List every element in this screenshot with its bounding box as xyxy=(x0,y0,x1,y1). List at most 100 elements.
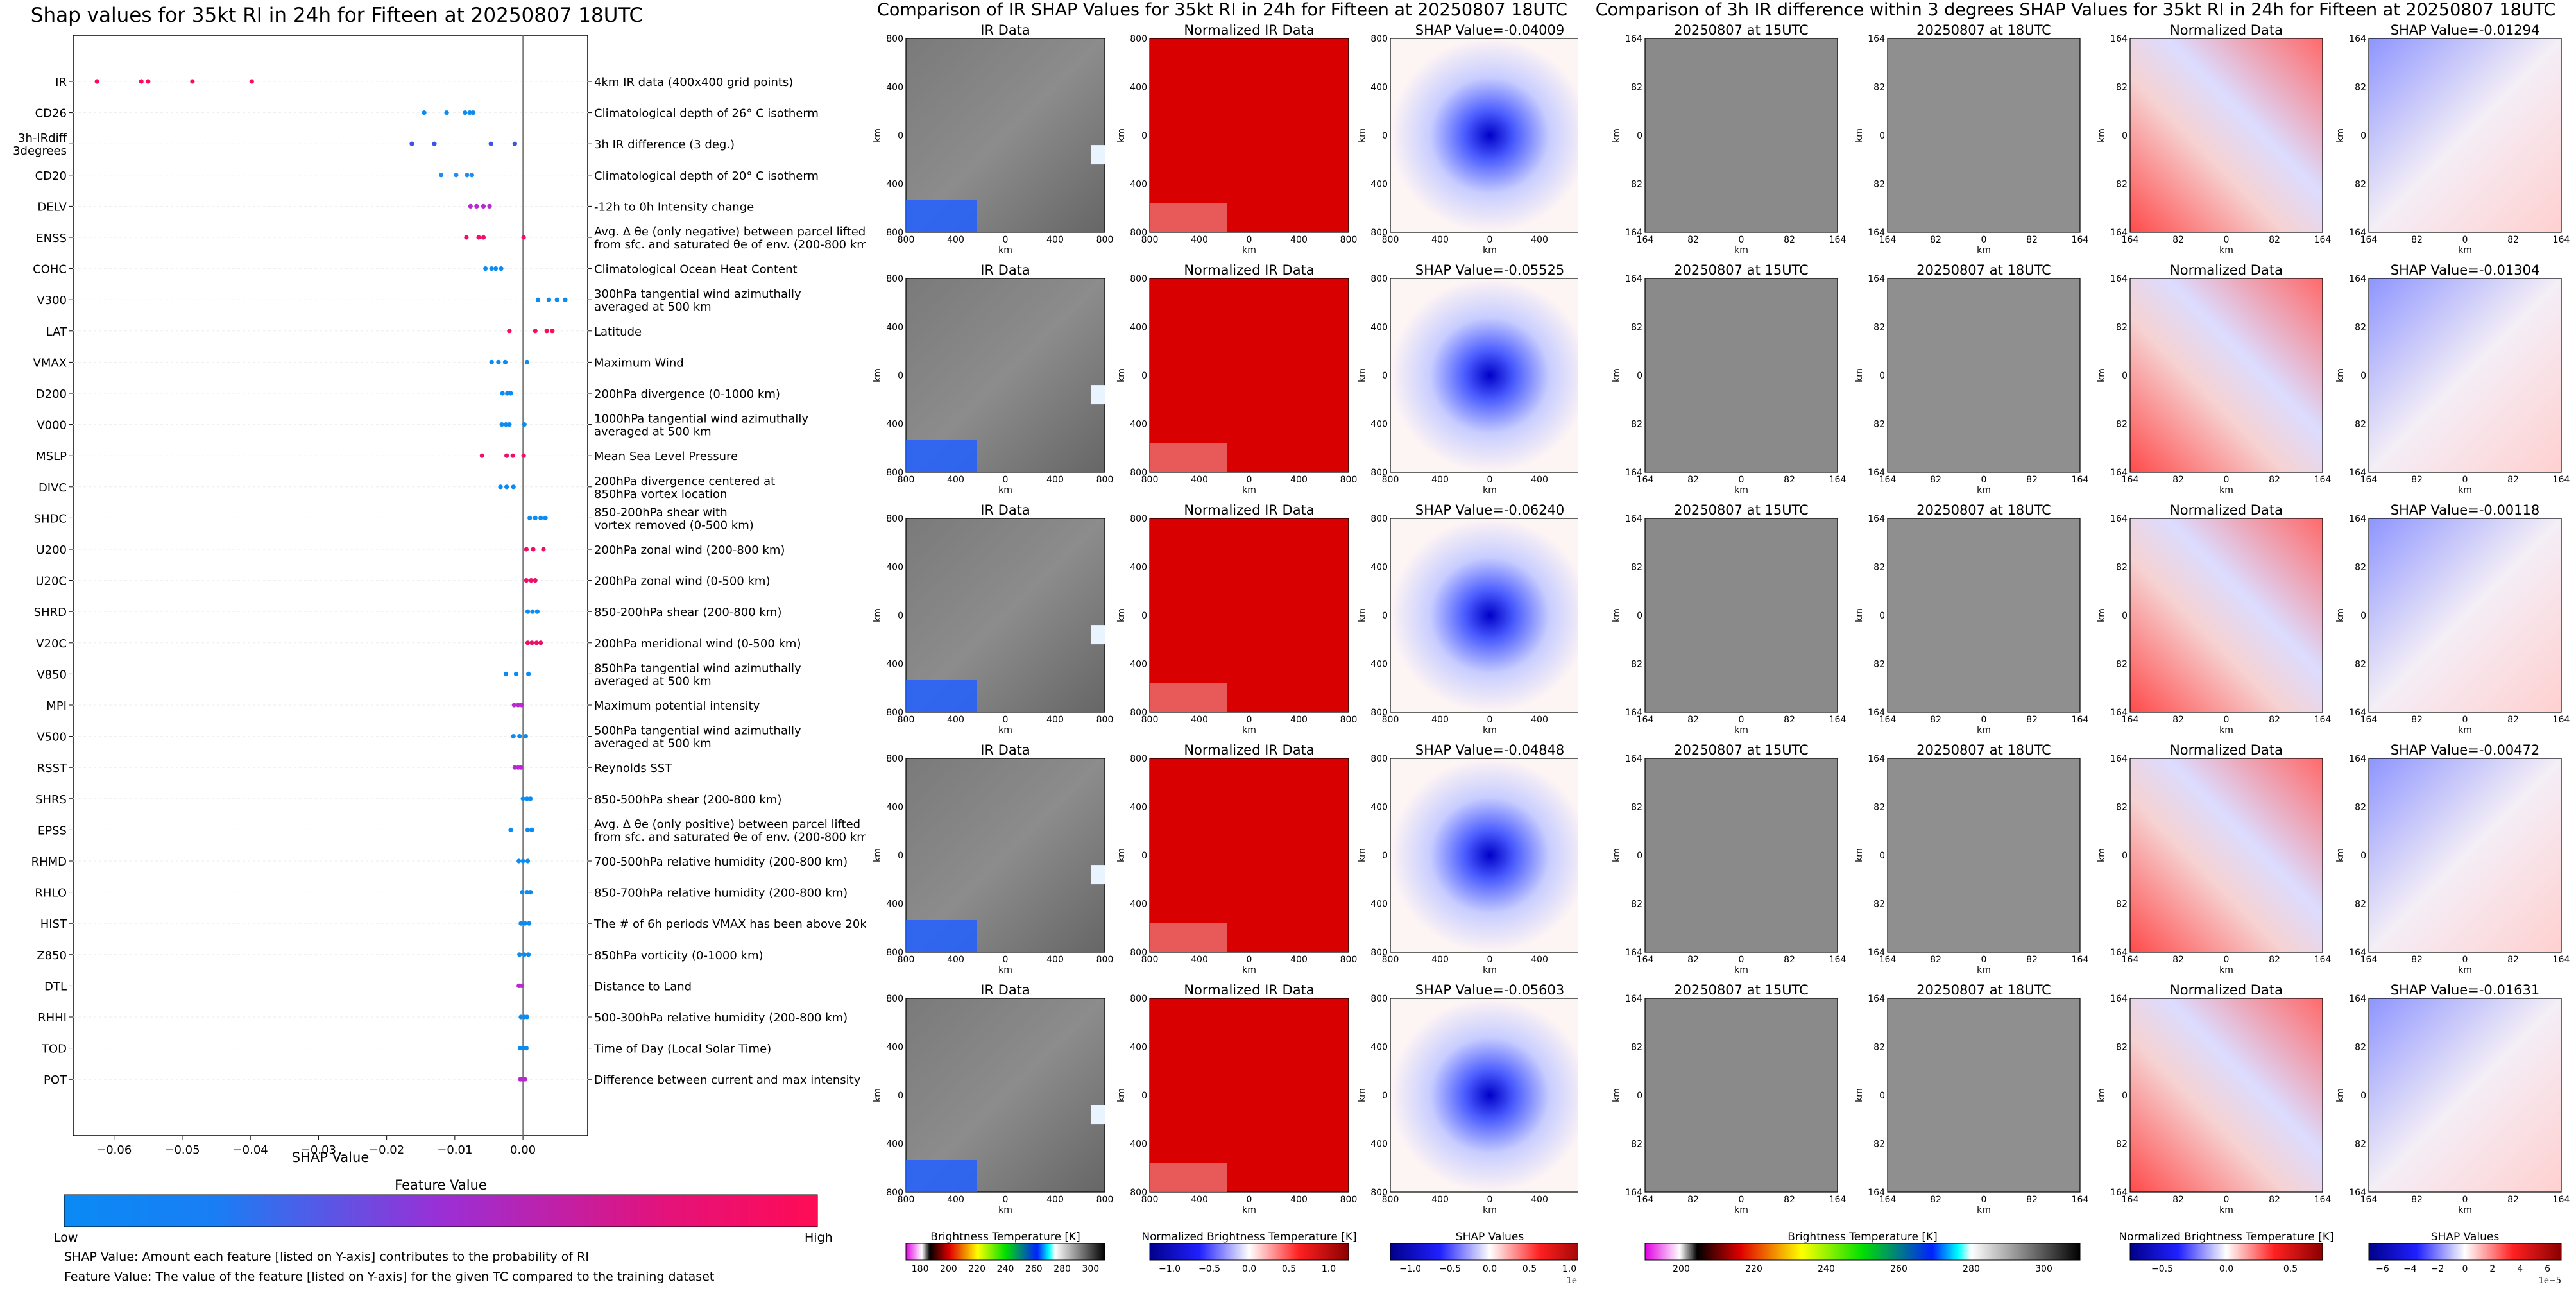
shap-point xyxy=(468,203,473,209)
panel-title: Normalized Data xyxy=(2170,22,2283,38)
shap-summary-chart: Shap values for 35kt RI in 24h for Fifte… xyxy=(13,4,866,1245)
x-tick-label: 164 xyxy=(2072,235,2089,245)
colorbar-bar xyxy=(905,1243,1105,1261)
x-tick-label: 400 xyxy=(1046,955,1064,965)
x-tick-label: 82 xyxy=(2269,235,2280,245)
colorbar-tick-label: 0.0 xyxy=(2219,1264,2233,1274)
y-tick-label: 82 xyxy=(1873,180,1885,190)
x-tick-label: 0 xyxy=(1247,235,1252,245)
feature-label: RSST xyxy=(37,762,67,775)
x-tick-label: 82 xyxy=(1784,475,1795,485)
colorbar-tick-label: 4 xyxy=(2517,1264,2523,1274)
panel-title: Normalized IR Data xyxy=(1184,262,1314,278)
panel-title: SHAP Value=-0.04009 xyxy=(1415,22,1565,38)
x-tick-label: 400 xyxy=(947,955,964,965)
x-tick-label: 164 xyxy=(2360,475,2378,485)
feature-description: Climatological Ocean Heat Content xyxy=(594,263,798,277)
feature-description: 850-500hPa shear (200-800 km) xyxy=(594,793,781,807)
shap-point xyxy=(139,79,144,84)
colorbar-tick-label: 300 xyxy=(2035,1264,2052,1274)
x-tick-label: 400 xyxy=(1290,715,1308,725)
panel-title: Normalized Data xyxy=(2170,982,2283,998)
x-axis-label: km xyxy=(2219,725,2233,735)
shap-point xyxy=(527,515,533,521)
shap-point xyxy=(504,453,509,458)
y-tick-label: 800 xyxy=(886,948,903,958)
x-tick-label: 82 xyxy=(2507,1195,2519,1205)
y-tick-label: 82 xyxy=(1631,803,1642,813)
shap-point xyxy=(507,329,512,334)
shap-point xyxy=(525,609,531,614)
feature-description: 850hPa tangential wind azimuthally xyxy=(594,662,801,675)
shap-point xyxy=(94,79,99,84)
x-tick-label: 0 xyxy=(1247,1195,1252,1205)
shap-point xyxy=(496,359,501,365)
y-tick-label: 400 xyxy=(1370,803,1388,813)
feature-description: Climatological depth of 20° C isotherm xyxy=(594,169,819,183)
shap-point xyxy=(502,359,508,365)
x-tick-label: 800 xyxy=(1141,475,1159,485)
feature-description: 500-300hPa relative humidity (200-800 km… xyxy=(594,1011,848,1025)
y-axis-label: km xyxy=(2097,608,2107,622)
shap-point xyxy=(524,890,530,895)
y-tick-label: 800 xyxy=(1130,274,1147,284)
panel-title: IR Data xyxy=(980,502,1030,518)
y-tick-label: 82 xyxy=(1873,1140,1885,1150)
panel-title: 20250807 at 18UTC xyxy=(1916,742,2051,758)
y-tick-label: 0 xyxy=(2360,611,2366,621)
shap-point xyxy=(534,640,539,645)
y-tick-label: 82 xyxy=(2355,1043,2366,1053)
x-tick-label: 800 xyxy=(1096,955,1114,965)
y-axis-label: km xyxy=(1116,848,1127,862)
y-axis-label: km xyxy=(2335,1088,2346,1102)
y-tick-label: 0 xyxy=(2122,611,2128,621)
x-tick-label: 400 xyxy=(1046,475,1064,485)
y-axis-label: km xyxy=(873,1088,883,1102)
panel-image xyxy=(2368,518,2562,713)
shap-point xyxy=(518,921,524,926)
x-tick-label: 0 xyxy=(2462,955,2468,965)
y-tick-label: 0 xyxy=(1637,371,1642,381)
x-tick-label: 164 xyxy=(2122,235,2139,245)
cold-cloud-patch xyxy=(1150,443,1227,472)
panel-title: SHAP Value=-0.05525 xyxy=(1415,262,1565,278)
x-tick-label: 0 xyxy=(1247,715,1252,725)
x-tick-label: 164 xyxy=(1637,1195,1654,1205)
panel-image xyxy=(1887,518,2081,713)
feature-description: Difference between current and max inten… xyxy=(594,1073,861,1087)
x-tick-label: 400 xyxy=(1531,955,1548,965)
x-tick-label: 400 xyxy=(1531,715,1548,725)
y-axis-label: km xyxy=(2097,848,2107,862)
y-tick-label: 800 xyxy=(1130,34,1147,44)
y-tick-label: 164 xyxy=(2349,754,2366,764)
feature-label: MSLP xyxy=(36,450,67,463)
panel-title: 20250807 at 18UTC xyxy=(1916,262,2051,278)
x-axis-label: SHAP Value xyxy=(292,1150,370,1165)
feature-label: DELV xyxy=(37,200,67,214)
y-tick-label: 800 xyxy=(1130,1188,1147,1198)
shap-point xyxy=(525,858,531,864)
feature-label: HIST xyxy=(40,918,67,931)
shap-point xyxy=(483,266,488,271)
y-tick-label: 0 xyxy=(1637,131,1642,141)
y-tick-label: 800 xyxy=(1370,274,1388,284)
x-tick-label: 164 xyxy=(2314,475,2332,485)
panel-image xyxy=(1644,518,1838,713)
x-tick-label: 400 xyxy=(1431,1195,1449,1205)
panel-title: 20250807 at 18UTC xyxy=(1916,982,2051,998)
panel-image xyxy=(2368,278,2562,473)
panel-image xyxy=(1887,998,2081,1193)
colorbar-tick-label: 1.0 xyxy=(1562,1264,1576,1274)
y-tick-label: 82 xyxy=(2116,323,2128,333)
feature-description: Latitude xyxy=(594,325,642,339)
x-tick-label: 164 xyxy=(1879,1195,1897,1205)
x-tick-label: 800 xyxy=(1141,955,1159,965)
panel-title: SHAP Value=-0.04848 xyxy=(1415,742,1565,758)
y-tick-label: 164 xyxy=(2110,948,2128,958)
y-axis-label: km xyxy=(873,368,883,382)
feature-description: 200hPa zonal wind (0-500 km) xyxy=(594,575,771,588)
x-tick-label: 0 xyxy=(2224,715,2230,725)
feature-description: Maximum Wind xyxy=(594,356,684,370)
feature-description: The # of 6h periods VMAX has been above … xyxy=(593,918,866,931)
